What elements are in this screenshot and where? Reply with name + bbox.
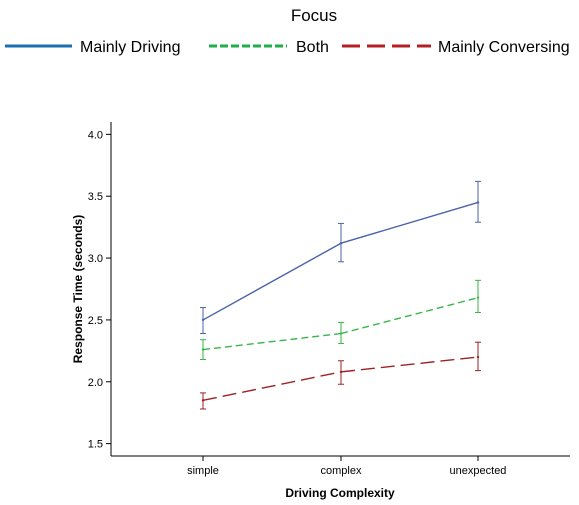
plot-area <box>200 180 481 410</box>
series-line-segment <box>202 332 342 351</box>
series-line-segment <box>340 356 479 373</box>
legend-title: Focus <box>291 6 337 25</box>
y-tick-label: 3.5 <box>88 191 103 203</box>
x-tick-label: complex <box>321 465 362 477</box>
legend: Focus Mainly Driving Both Mainly Conversin… <box>5 6 570 56</box>
data-point <box>476 355 480 359</box>
series-line-segment <box>202 371 342 402</box>
legend-label: Both <box>296 39 329 56</box>
y-tick-label: 1.5 <box>88 439 103 451</box>
x-tick-label: unexpected <box>450 465 507 477</box>
y-tick-label: 2.0 <box>88 377 103 389</box>
y-tick-label: 4.0 <box>88 129 103 141</box>
legend-label: Mainly Conversing <box>438 39 570 56</box>
axes: 1.5 2.0 2.5 3.0 3.5 4.0 simple complex unexpect… <box>71 122 570 500</box>
data-point <box>201 348 205 351</box>
series-mainly-conversing <box>200 341 481 410</box>
data-point <box>476 201 480 204</box>
series-line-segment <box>202 242 342 321</box>
y-tick-label: 3.0 <box>88 253 103 265</box>
data-point <box>201 318 205 322</box>
series-line-segment <box>340 296 479 335</box>
data-point <box>339 370 343 374</box>
data-point <box>339 332 343 335</box>
y-tick-label: 2.5 <box>88 315 103 327</box>
data-point <box>201 399 205 402</box>
y-axis-title: Response Time (seconds) <box>71 215 85 364</box>
series-both <box>200 279 481 361</box>
x-tick-label: simple <box>187 465 219 477</box>
data-point <box>339 242 343 245</box>
data-point <box>476 296 480 299</box>
legend-label: Mainly Driving <box>80 39 180 56</box>
series-mainly-driving <box>200 180 481 335</box>
series-line-segment <box>340 201 479 244</box>
x-axis-title: Driving Complexity <box>285 486 395 500</box>
